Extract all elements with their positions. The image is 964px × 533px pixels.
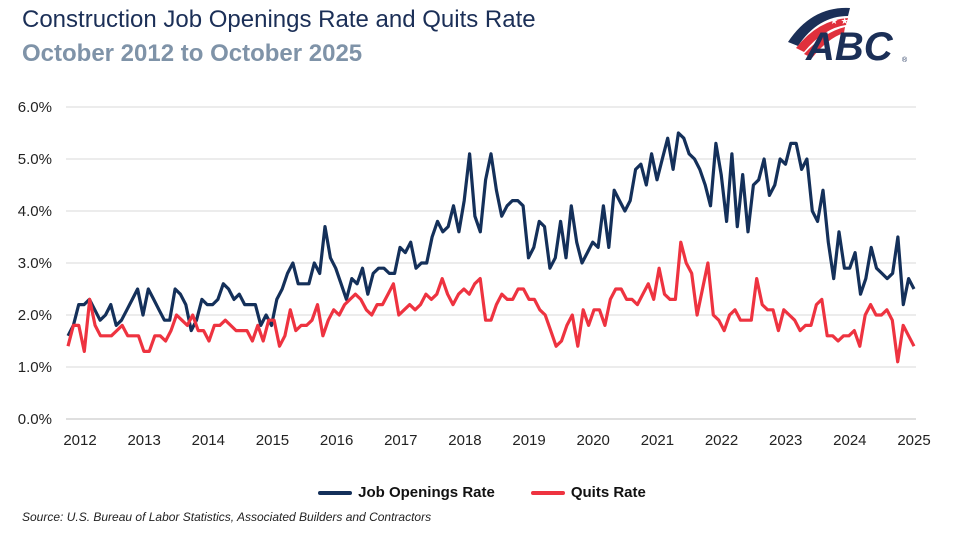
x-tick-label: 2024 xyxy=(833,432,866,449)
legend-label: Job Openings Rate xyxy=(358,484,495,501)
x-tick-label: 2023 xyxy=(769,432,802,449)
legend-item-quits: Quits Rate xyxy=(530,484,646,501)
x-tick-label: 2021 xyxy=(641,432,674,449)
x-tick-label: 2015 xyxy=(256,432,289,449)
line-chart: 0.0% 1.0% 2.0% 3.0% 4.0% 5.0% 6.0% 2012 2013 2014… xyxy=(18,99,931,449)
y-tick-label: 3.0% xyxy=(18,255,52,272)
y-tick-label: 2.0% xyxy=(18,307,52,324)
abc-logo: ★ ★ ABC ® xyxy=(782,2,912,73)
x-tick-label: 2025 xyxy=(897,432,930,449)
series-line-quits xyxy=(66,240,916,364)
legend-item-job-openings: Job Openings Rate xyxy=(318,484,495,501)
y-tick-label: 0.0% xyxy=(18,411,52,428)
x-tick-label: 2022 xyxy=(705,432,738,449)
x-tick-label: 2020 xyxy=(577,432,610,449)
y-tick-label: 4.0% xyxy=(18,203,52,220)
chart-subtitle: October 2012 to October 2025 xyxy=(22,40,363,67)
x-tick-label: 2018 xyxy=(448,432,481,449)
x-tick-label: 2019 xyxy=(512,432,545,449)
y-tick-label: 1.0% xyxy=(18,359,52,376)
svg-text:ABC: ABC xyxy=(805,25,894,68)
x-tick-label: 2016 xyxy=(320,432,353,449)
source-note: Source: U.S. Bureau of Labor Statistics,… xyxy=(22,510,432,524)
svg-text:★ ★: ★ ★ xyxy=(830,16,849,26)
legend-swatch xyxy=(530,490,565,495)
x-tick-label: 2012 xyxy=(63,432,96,449)
x-tick-label: 2013 xyxy=(127,432,160,449)
svg-text:®: ® xyxy=(902,56,908,64)
chart-title: Construction Job Openings Rate and Quits… xyxy=(22,6,536,33)
legend: Job Openings Rate Quits Rate xyxy=(0,484,964,501)
legend-label: Quits Rate xyxy=(570,484,646,501)
y-tick-label: 6.0% xyxy=(18,99,52,116)
y-tick-label: 5.0% xyxy=(18,151,52,168)
abc-logo-icon: ★ ★ ABC ® xyxy=(788,7,908,69)
x-tick-label: 2017 xyxy=(384,432,417,449)
x-tick-label: 2014 xyxy=(192,432,225,449)
series-line-job-openings xyxy=(66,131,916,337)
legend-swatch xyxy=(318,490,353,495)
